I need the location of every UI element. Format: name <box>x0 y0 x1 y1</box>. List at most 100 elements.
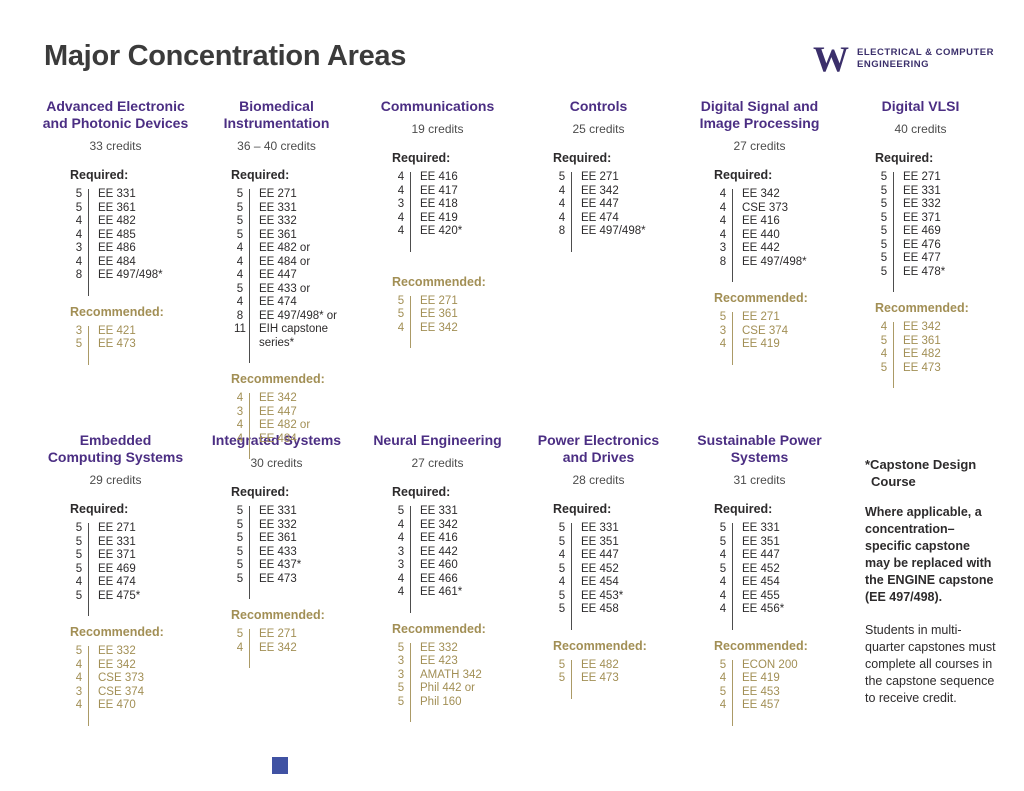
course-credit-value: 5 <box>75 188 83 200</box>
recommended-course-list: 5 EE 332 3 EE 423 3 AMATH 342 5 Phil 442 or 5 Phi… <box>392 641 515 722</box>
course-name: EE 331 <box>98 535 136 548</box>
course-row: 5 EE 473 <box>70 338 193 352</box>
required-course-list: 4 EE 416 4 EE 417 3 EE 418 4 EE 419 4 EE 420* <box>392 171 515 251</box>
course-row: 5 EE 331 <box>231 202 354 216</box>
concentration-title: Integrated Systems <box>211 432 342 448</box>
course-credit-value: 5 <box>880 225 888 237</box>
course-name: EE 331 <box>742 522 780 534</box>
course-name: EE 416 <box>420 171 458 183</box>
course-name: EE 437* <box>259 559 302 571</box>
course-row: 5 EE 271 <box>875 171 998 185</box>
course-credit-value: 5 <box>719 311 727 323</box>
course-credit-value: 5 <box>236 505 244 517</box>
course-row: 4 EE 342 <box>714 188 837 202</box>
concentration-title: Neural Engineering <box>373 432 502 448</box>
course-row: 5 EE 271 <box>231 628 354 642</box>
course-credit-value: 4 <box>236 242 244 254</box>
course-name: Phil 160 <box>420 695 462 708</box>
recommended-heading: Recommended: <box>231 608 325 622</box>
concentration-card-integrated-systems: Integrated Systems 30 credits Required: … <box>199 432 354 713</box>
course-row: 4 EE 342 <box>231 642 354 656</box>
course-row: 5 EE 331 <box>553 522 676 536</box>
course-name: EE 271 <box>98 522 136 534</box>
course-row: 4 EE 484 or <box>231 256 354 270</box>
course-row: 5 EE 469 <box>875 225 998 239</box>
course-name: EE 342 <box>420 321 458 334</box>
course-credit-value: 4 <box>719 672 727 684</box>
course-credit-value: 3 <box>397 545 405 558</box>
course-credit-value: 5 <box>75 522 83 534</box>
course-name: EE 440 <box>742 228 780 241</box>
course-name: EE 342 <box>903 321 941 333</box>
course-credit-value: 4 <box>75 658 83 671</box>
course-name: EE 433 <box>259 545 297 558</box>
course-name: EE 271 <box>742 311 780 323</box>
concentration-card-controls: Controls 25 credits Required: 5 EE 271 4 EE… <box>521 98 676 432</box>
course-credit-value: 5 <box>719 535 727 548</box>
course-credit-value: 8 <box>236 309 244 322</box>
course-row: 5 EE 452 <box>714 563 837 577</box>
course-credit-value: 5 <box>880 198 888 210</box>
course-row: 4 EE 419 <box>392 212 515 226</box>
course-credit-value: 3 <box>75 685 83 698</box>
course-row: 5 Phil 442 or <box>392 682 515 696</box>
course-name: EE 460 <box>420 559 458 571</box>
course-credit-value: 3 <box>397 668 405 681</box>
course-row: 5 EE 437* <box>231 559 354 573</box>
course-credit-value: 8 <box>719 255 727 268</box>
course-name: EE 361 <box>903 334 941 347</box>
course-name: EIH capstone series* <box>259 323 329 349</box>
course-row: 5 EE 332 <box>875 198 998 212</box>
course-name: EE 442 <box>420 545 458 558</box>
course-name: CSE 373 <box>742 201 789 214</box>
course-name: EE 484 <box>98 255 136 268</box>
course-credit-value: 5 <box>558 658 566 671</box>
page-title: Major Concentration Areas <box>44 40 407 72</box>
course-name: EE 454 <box>742 576 780 588</box>
course-name: EE 342 <box>742 188 780 200</box>
credits-label: 28 credits <box>572 473 625 487</box>
course-name: EE 332 <box>420 641 458 654</box>
course-row: 4 EE 455 <box>714 590 837 604</box>
required-course-list: 5 EE 331 5 EE 351 4 EE 447 5 EE 452 4 EE 454 4 EE 4… <box>714 522 837 629</box>
course-row: 5 EE 361 <box>231 229 354 243</box>
course-name: Phil 442 or <box>420 682 475 694</box>
concentration-card-neural-engineering: Neural Engineering 27 credits Required: … <box>360 432 515 722</box>
course-name: AMATH 342 <box>420 668 482 681</box>
recommended-course-list: 5 EE 271 3 CSE 374 4 EE 419 <box>714 311 837 364</box>
required-heading: Required: <box>231 168 290 182</box>
recommended-heading: Recommended: <box>392 274 486 289</box>
course-credit-value: 4 <box>397 225 405 237</box>
course-credit-value: 4 <box>236 432 244 445</box>
concentration-card-biomedical-instrumentation: Biomedical Instrumentation 36 – 40 credi… <box>199 98 354 459</box>
course-name: EE 342 <box>420 518 458 531</box>
course-row: 4 CSE 373 <box>714 202 837 216</box>
course-credit-value: 5 <box>397 505 405 517</box>
required-heading: Required: <box>70 168 129 182</box>
concentration-title: Sustainable Power Systems <box>697 432 822 465</box>
recommended-heading: Recommended: <box>70 625 164 639</box>
course-row: 5 EE 433 <box>231 546 354 560</box>
course-name: EE 470 <box>98 699 136 711</box>
course-credit-value: 5 <box>236 282 244 295</box>
course-credit-value: 4 <box>719 589 727 602</box>
concentration-grid: Advanced Electronic and Photonic Devices… <box>0 98 1024 726</box>
course-credit-value: 4 <box>719 603 727 615</box>
required-heading: Required: <box>70 502 129 516</box>
course-name: EE 454 <box>581 576 619 588</box>
course-row: 5 EE 351 <box>714 536 837 550</box>
course-name: EE 457 <box>742 699 780 711</box>
course-credit-value: 4 <box>236 269 244 281</box>
course-credit-value: 4 <box>236 255 244 268</box>
course-row: 4 EE 474 <box>70 576 193 590</box>
course-row: 4 EE 447 <box>553 549 676 563</box>
course-name: EE 442 <box>742 242 780 254</box>
course-name: EE 475* <box>98 589 141 602</box>
course-name: EE 416 <box>420 532 458 544</box>
course-name: EE 473 <box>581 672 619 684</box>
course-row: 5 EE 371 <box>70 549 193 563</box>
course-name: EE 332 <box>903 198 941 210</box>
course-credit-value: 5 <box>397 308 405 320</box>
course-row: 5 EE 473 <box>875 362 998 376</box>
course-row: 5 ECON 200 <box>714 659 837 673</box>
